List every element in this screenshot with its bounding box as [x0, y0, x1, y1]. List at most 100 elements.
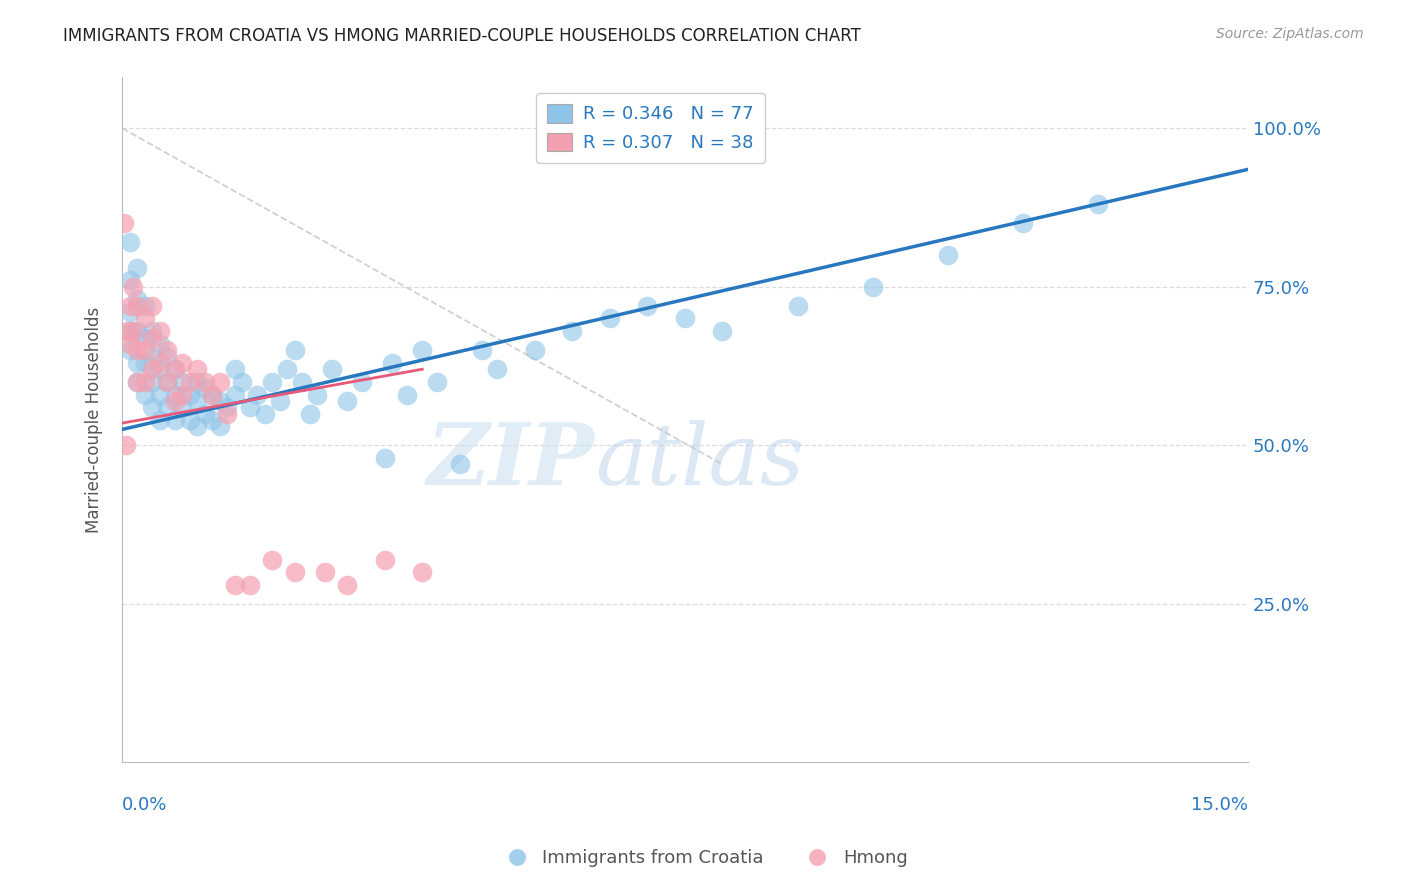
- Point: [291, 375, 314, 389]
- Point: [201, 413, 224, 427]
- Point: [224, 362, 246, 376]
- Point: [599, 311, 621, 326]
- Point: [284, 343, 307, 358]
- Point: [186, 362, 208, 376]
- Point: [117, 324, 139, 338]
- Point: [374, 552, 396, 566]
- Point: [1087, 197, 1109, 211]
- Point: [118, 273, 141, 287]
- Point: [208, 393, 231, 408]
- Point: [118, 343, 141, 358]
- Point: [148, 362, 170, 376]
- Point: [125, 293, 148, 307]
- Point: [561, 324, 583, 338]
- Point: [352, 375, 374, 389]
- Point: [141, 299, 163, 313]
- Point: [112, 216, 135, 230]
- Point: [141, 330, 163, 344]
- Point: [141, 401, 163, 415]
- Y-axis label: Married-couple Households: Married-couple Households: [86, 307, 103, 533]
- Point: [125, 324, 148, 338]
- Point: [298, 407, 321, 421]
- Point: [336, 578, 359, 592]
- Point: [141, 324, 163, 338]
- Point: [411, 565, 433, 579]
- Point: [381, 356, 404, 370]
- Point: [186, 375, 208, 389]
- Point: [163, 362, 186, 376]
- Point: [122, 324, 145, 338]
- Point: [636, 299, 658, 313]
- Point: [179, 413, 201, 427]
- Point: [1011, 216, 1033, 230]
- Point: [156, 375, 179, 389]
- Point: [172, 356, 194, 370]
- Point: [156, 343, 179, 358]
- Point: [163, 387, 186, 401]
- Point: [179, 375, 201, 389]
- Point: [862, 279, 884, 293]
- Point: [321, 362, 343, 376]
- Point: [208, 419, 231, 434]
- Point: [673, 311, 696, 326]
- Point: [486, 362, 509, 376]
- Point: [148, 336, 170, 351]
- Point: [426, 375, 449, 389]
- Point: [449, 458, 471, 472]
- Point: [156, 401, 179, 415]
- Point: [217, 407, 239, 421]
- Point: [224, 578, 246, 592]
- Point: [141, 375, 163, 389]
- Point: [262, 375, 284, 389]
- Point: [148, 413, 170, 427]
- Text: 0.0%: 0.0%: [122, 797, 167, 814]
- Point: [122, 279, 145, 293]
- Point: [148, 324, 170, 338]
- Point: [936, 248, 959, 262]
- Point: [194, 381, 217, 395]
- Point: [262, 552, 284, 566]
- Point: [711, 324, 734, 338]
- Point: [134, 343, 156, 358]
- Point: [163, 362, 186, 376]
- Legend: Immigrants from Croatia, Hmong: Immigrants from Croatia, Hmong: [491, 842, 915, 874]
- Point: [125, 343, 148, 358]
- Point: [239, 401, 262, 415]
- Point: [125, 375, 148, 389]
- Point: [239, 578, 262, 592]
- Point: [172, 375, 194, 389]
- Point: [217, 401, 239, 415]
- Point: [186, 393, 208, 408]
- Point: [411, 343, 433, 358]
- Point: [125, 375, 148, 389]
- Point: [156, 350, 179, 364]
- Point: [114, 438, 136, 452]
- Point: [224, 387, 246, 401]
- Point: [134, 375, 156, 389]
- Point: [186, 419, 208, 434]
- Point: [179, 387, 201, 401]
- Text: Source: ZipAtlas.com: Source: ZipAtlas.com: [1216, 27, 1364, 41]
- Point: [246, 387, 269, 401]
- Point: [125, 260, 148, 275]
- Point: [163, 413, 186, 427]
- Point: [471, 343, 494, 358]
- Point: [786, 299, 808, 313]
- Point: [284, 565, 307, 579]
- Point: [194, 407, 217, 421]
- Point: [134, 311, 156, 326]
- Point: [336, 393, 359, 408]
- Point: [118, 336, 141, 351]
- Text: 15.0%: 15.0%: [1191, 797, 1249, 814]
- Point: [523, 343, 546, 358]
- Point: [134, 330, 156, 344]
- Text: IMMIGRANTS FROM CROATIA VS HMONG MARRIED-COUPLE HOUSEHOLDS CORRELATION CHART: IMMIGRANTS FROM CROATIA VS HMONG MARRIED…: [63, 27, 860, 45]
- Point: [374, 450, 396, 465]
- Text: atlas: atlas: [595, 420, 804, 502]
- Point: [134, 356, 156, 370]
- Point: [194, 375, 217, 389]
- Point: [269, 393, 291, 408]
- Point: [134, 299, 156, 313]
- Point: [118, 235, 141, 250]
- Point: [134, 387, 156, 401]
